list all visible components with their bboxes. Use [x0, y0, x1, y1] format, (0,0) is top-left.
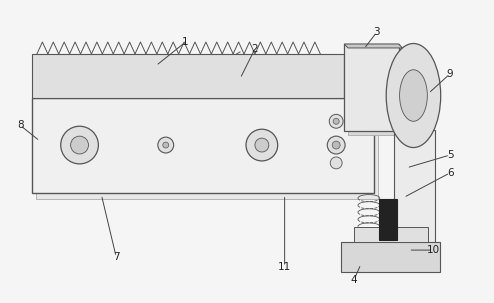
- Bar: [348, 48, 403, 135]
- Ellipse shape: [400, 70, 427, 121]
- Text: 3: 3: [373, 27, 380, 37]
- Circle shape: [330, 157, 342, 169]
- Circle shape: [61, 126, 98, 164]
- Text: 6: 6: [447, 168, 453, 178]
- Bar: [354, 227, 428, 242]
- Circle shape: [329, 114, 343, 128]
- Text: 7: 7: [113, 252, 120, 262]
- Circle shape: [158, 137, 174, 153]
- Circle shape: [255, 138, 269, 152]
- Circle shape: [333, 118, 339, 124]
- Polygon shape: [344, 44, 403, 48]
- Text: 8: 8: [17, 120, 23, 130]
- Text: 4: 4: [351, 275, 357, 285]
- Bar: [36, 105, 378, 198]
- Text: 5: 5: [447, 150, 453, 160]
- Bar: [394, 130, 435, 244]
- Bar: [32, 54, 344, 98]
- Circle shape: [327, 136, 345, 154]
- Circle shape: [246, 129, 278, 161]
- Circle shape: [71, 136, 88, 154]
- Text: 11: 11: [278, 262, 291, 272]
- Bar: [379, 198, 397, 240]
- Bar: [344, 44, 399, 131]
- Text: 2: 2: [251, 44, 258, 54]
- Circle shape: [332, 141, 340, 149]
- Text: 9: 9: [447, 69, 453, 79]
- Text: 10: 10: [427, 245, 440, 255]
- Text: 1: 1: [182, 37, 189, 47]
- Ellipse shape: [386, 44, 441, 148]
- Bar: [341, 242, 440, 272]
- Bar: [32, 98, 374, 193]
- Circle shape: [163, 142, 169, 148]
